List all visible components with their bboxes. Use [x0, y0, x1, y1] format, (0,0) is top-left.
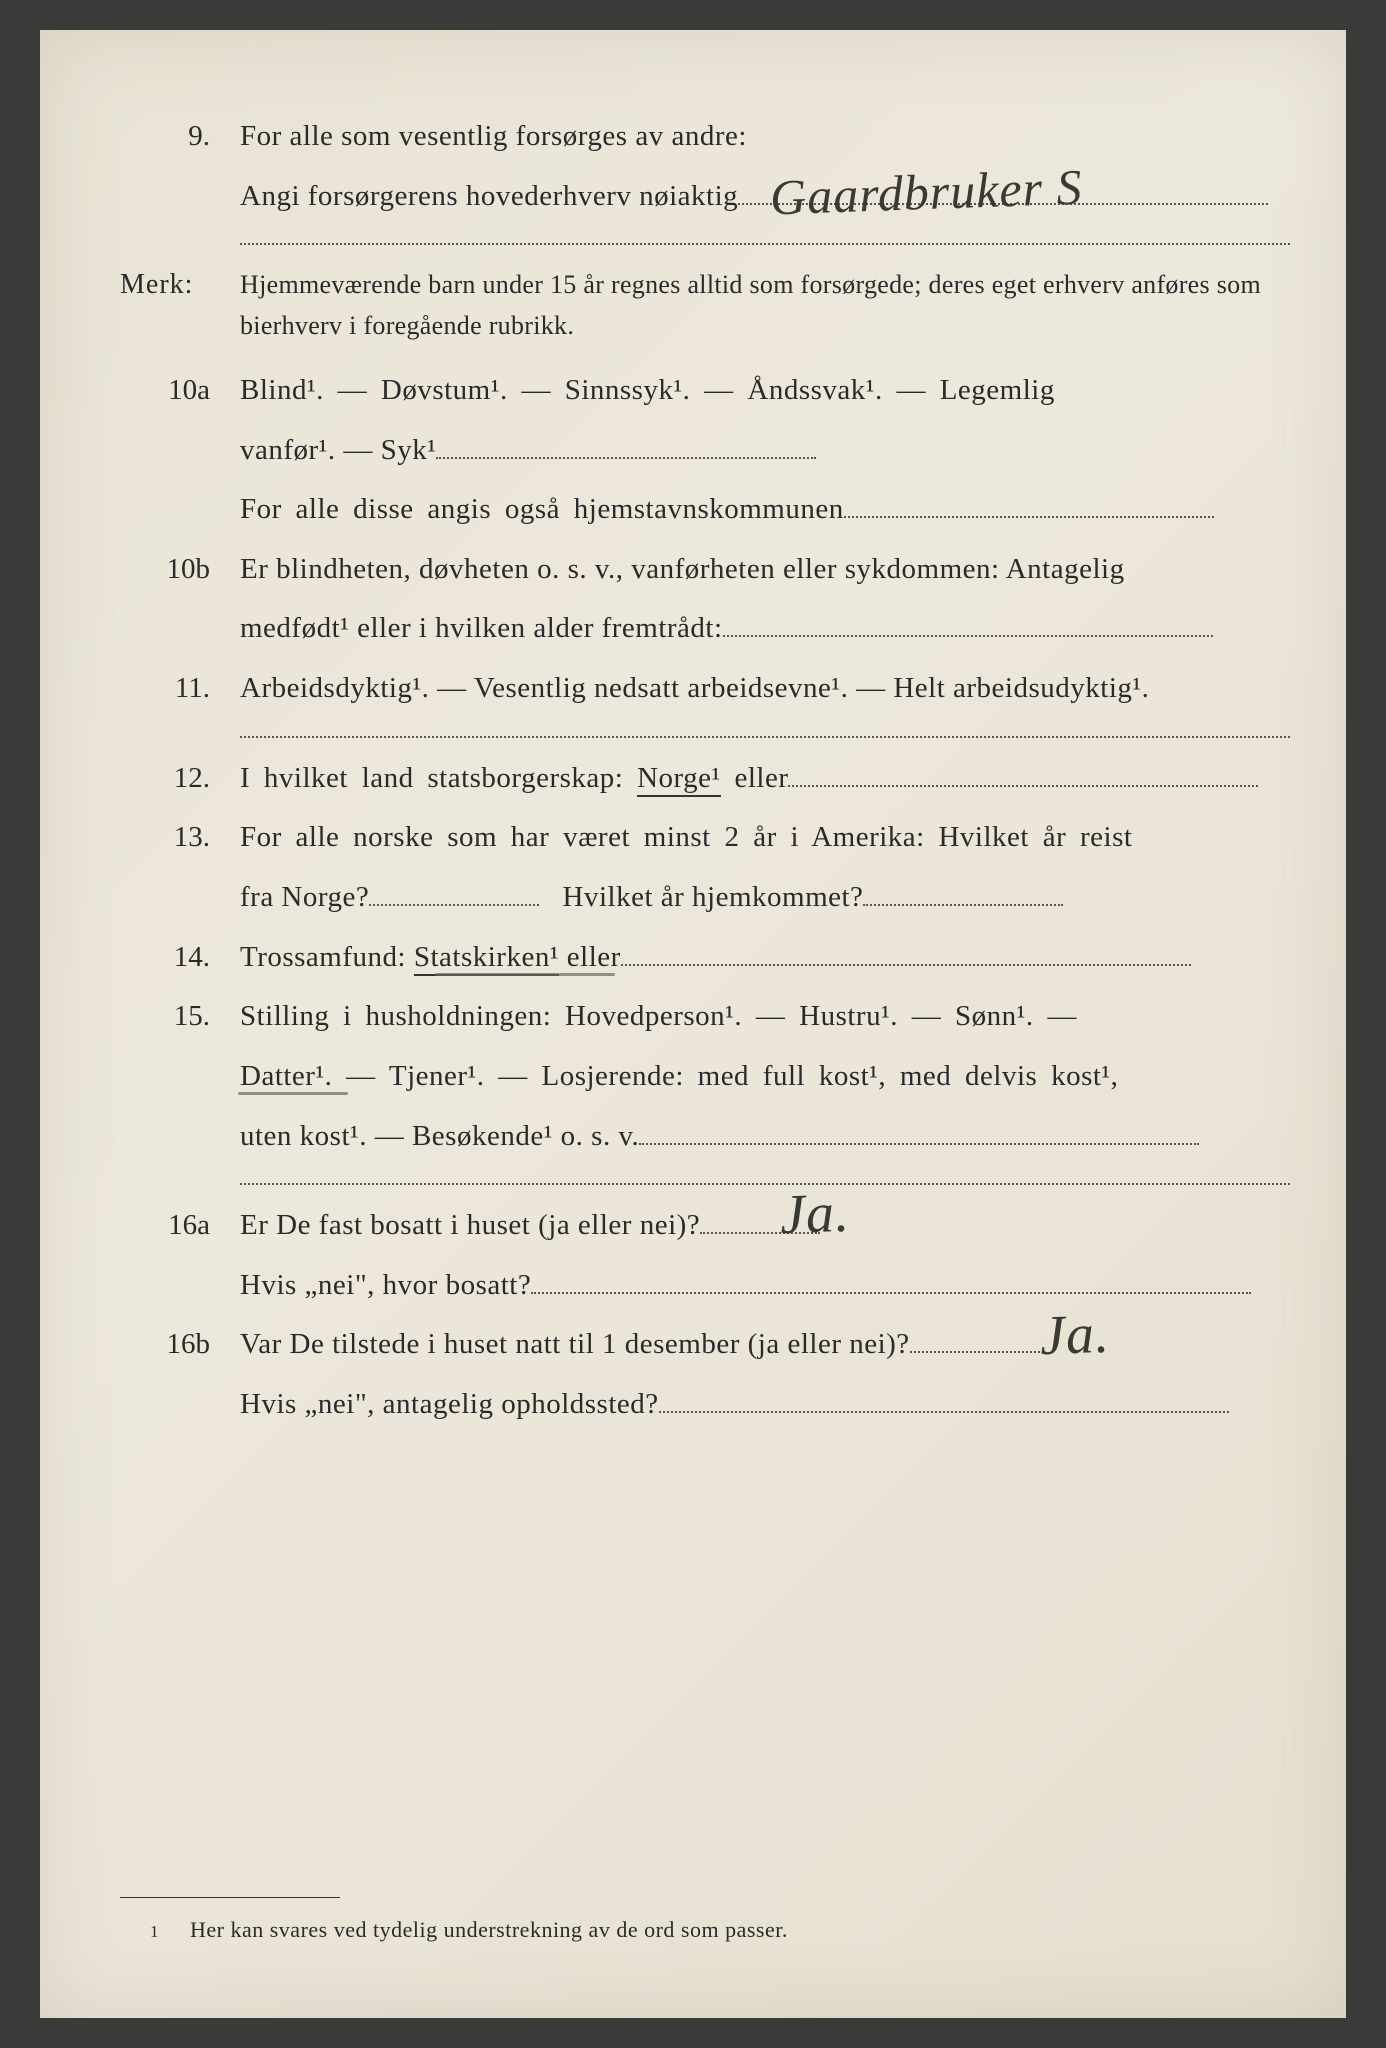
- q14-pencil-underline: [435, 973, 615, 976]
- q14-body: Trossamfund: Statskirken¹ eller: [240, 931, 1300, 985]
- question-16a: 16a Er De fast bosatt i huset (ja eller …: [120, 1199, 1300, 1253]
- q16b-line2: Hvis „nei", antagelig opholdssted?: [240, 1378, 1300, 1432]
- q12-underlined: Norge¹: [637, 762, 721, 797]
- merk-row: Merk: Hjemmeværende barn under 15 år reg…: [120, 259, 1300, 346]
- q15-pencil-underline: [238, 1092, 348, 1095]
- q10a-blank1[interactable]: [436, 430, 816, 458]
- q10b-blank[interactable]: [723, 609, 1213, 637]
- q16a-handwritten: Ja.: [778, 1162, 851, 1268]
- q11-text: Arbeidsdyktig¹. — Vesentlig nedsatt arbe…: [240, 662, 1300, 716]
- q14-pre: Trossamfund:: [240, 941, 414, 973]
- q10b-line2: medfødt¹ eller i hvilken alder fremtrådt…: [240, 602, 1300, 656]
- q15-blank[interactable]: [639, 1116, 1199, 1144]
- q16b-line2-text: Hvis „nei", antagelig opholdssted?: [240, 1388, 659, 1420]
- q10a-line2: vanfør¹. — Syk¹: [240, 424, 1300, 478]
- q16a-number: 16a: [120, 1199, 240, 1253]
- q10a-line2-text: vanfør¹. — Syk¹: [240, 434, 436, 466]
- q10a-line3-text: For alle disse angis også hjemstavnskomm…: [240, 493, 844, 525]
- q12-body: I hvilket land statsborgerskap: Norge¹ e…: [240, 752, 1300, 806]
- q12-pre: I hvilket land statsborgerskap:: [240, 762, 637, 794]
- q16a-line1-text: Er De fast bosatt i huset (ja eller nei)…: [240, 1209, 700, 1241]
- footnote-num: 1: [150, 1922, 184, 1942]
- divider-1: [240, 241, 1290, 245]
- q10a-line3-row: For alle disse angis også hjemstavnskomm…: [120, 483, 1300, 537]
- q10a-line1: Blind¹. — Døvstum¹. — Sinnssyk¹. — Åndss…: [240, 364, 1300, 418]
- q16a-line2-text: Hvis „nei", hvor bosatt?: [240, 1269, 531, 1301]
- footnote-rule: [120, 1897, 340, 1898]
- q16b-line1: Var De tilstede i huset natt til 1 desem…: [240, 1318, 1300, 1372]
- q10a-blank2[interactable]: [844, 490, 1214, 518]
- question-15: 15. Stilling i husholdningen: Hovedperso…: [120, 990, 1300, 1044]
- q16a-line2-row: Hvis „nei", hvor bosatt?: [120, 1259, 1300, 1313]
- q12-blank[interactable]: [788, 759, 1258, 787]
- q13-blank1[interactable]: [369, 878, 539, 906]
- q15-line3-row: uten kost¹. — Besøkende¹ o. s. v.: [120, 1110, 1300, 1164]
- q9-number: 9.: [120, 110, 240, 164]
- question-12: 12. I hvilket land statsborgerskap: Norg…: [120, 752, 1300, 806]
- form-content: 9. For alle som vesentlig forsørges av a…: [120, 110, 1300, 1438]
- q9-handwritten: Gaardbruker S: [768, 140, 1084, 243]
- q16b-line2-row: Hvis „nei", antagelig opholdssted?: [120, 1378, 1300, 1432]
- q10b-line2-row: medfødt¹ eller i hvilken alder fremtrådt…: [120, 602, 1300, 656]
- q13-blank2[interactable]: [863, 878, 1063, 906]
- question-11: 11. Arbeidsdyktig¹. — Vesentlig nedsatt …: [120, 662, 1300, 716]
- q11-number: 11.: [120, 662, 240, 716]
- q15-line3-text: uten kost¹. — Besøkende¹ o. s. v.: [240, 1120, 639, 1152]
- q16b-handwritten: Ja.: [1038, 1283, 1111, 1389]
- q10b-line1: Er blindheten, døvheten o. s. v., vanfør…: [240, 543, 1300, 597]
- divider-2: [240, 734, 1290, 738]
- q13-line2b: Hvilket år hjemkommet?: [563, 881, 864, 913]
- q15-number: 15.: [120, 990, 240, 1044]
- q13-number: 13.: [120, 811, 240, 865]
- q16a-line1: Er De fast bosatt i huset (ja eller nei)…: [240, 1199, 1300, 1253]
- question-13: 13. For alle norske som har været minst …: [120, 811, 1300, 865]
- question-10a: 10a Blind¹. — Døvstum¹. — Sinnssyk¹. — Å…: [120, 364, 1300, 418]
- q14-post: eller: [559, 941, 621, 973]
- q13-line2: fra Norge? Hvilket år hjemkommet?: [240, 871, 1300, 925]
- q14-underlined: Statskirken¹: [414, 941, 559, 976]
- q15-line1: Stilling i husholdningen: Hovedperson¹. …: [240, 990, 1300, 1044]
- q15-line3: uten kost¹. — Besøkende¹ o. s. v.: [240, 1110, 1300, 1164]
- q16b-line1-text: Var De tilstede i huset natt til 1 desem…: [240, 1328, 910, 1360]
- q10a-number: 10a: [120, 364, 240, 418]
- q10a-line3: For alle disse angis også hjemstavnskomm…: [240, 483, 1300, 537]
- q16b-blank2[interactable]: [659, 1385, 1229, 1413]
- q10b-number: 10b: [120, 543, 240, 597]
- merk-text: Hjemmeværende barn under 15 år regnes al…: [240, 265, 1300, 346]
- paper-sheet: 9. For alle som vesentlig forsørges av a…: [40, 30, 1346, 2018]
- question-16b: 16b Var De tilstede i huset natt til 1 d…: [120, 1318, 1300, 1372]
- q14-number: 14.: [120, 931, 240, 985]
- q16a-blank2[interactable]: [531, 1266, 1251, 1294]
- q15-line2: Datter¹. — Tjener¹. — Losjerende: med fu…: [240, 1050, 1300, 1104]
- question-14: 14. Trossamfund: Statskirken¹ eller: [120, 931, 1300, 985]
- q12-number: 12.: [120, 752, 240, 806]
- q16a-line2: Hvis „nei", hvor bosatt?: [240, 1259, 1300, 1313]
- q15-line2-row: Datter¹. — Tjener¹. — Losjerende: med fu…: [120, 1050, 1300, 1104]
- q13-line2-row: fra Norge? Hvilket år hjemkommet?: [120, 871, 1300, 925]
- q9-line2-text: Angi forsørgerens hovederhverv nøiaktig: [240, 180, 738, 212]
- q16b-blank1[interactable]: [910, 1325, 1040, 1353]
- q16b-number: 16b: [120, 1318, 240, 1372]
- footnote: 1 Her kan svares ved tydelig understrekn…: [150, 1917, 788, 1943]
- divider-3: [240, 1181, 1290, 1185]
- q12-post: eller: [721, 762, 789, 794]
- q13-line2a: fra Norge?: [240, 881, 369, 913]
- question-10b: 10b Er blindheten, døvheten o. s. v., va…: [120, 543, 1300, 597]
- q9-line2-row: Angi forsørgerens hovederhverv nøiaktig …: [120, 170, 1300, 224]
- q10a-line2-row: vanfør¹. — Syk¹: [120, 424, 1300, 478]
- footnote-text: Her kan svares ved tydelig understreknin…: [190, 1917, 788, 1942]
- q13-line1: For alle norske som har været minst 2 år…: [240, 811, 1300, 865]
- question-9: 9. For alle som vesentlig forsørges av a…: [120, 110, 1300, 164]
- merk-label: Merk:: [120, 259, 240, 311]
- q14-blank[interactable]: [621, 938, 1191, 966]
- q10b-line2-text: medfødt¹ eller i hvilken alder fremtrådt…: [240, 612, 723, 644]
